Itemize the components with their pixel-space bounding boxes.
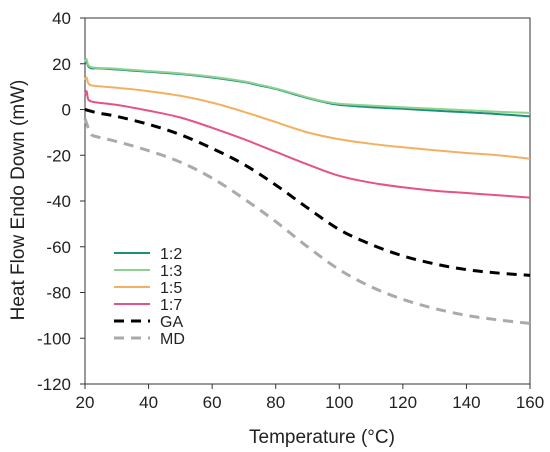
x-tick-label: 140 [452,393,480,412]
series-line-1-2 [84,60,531,118]
x-tick-label: 120 [389,393,417,412]
y-tick-label: -120 [37,375,71,394]
series-lines [83,58,531,325]
series-line-1-3 [84,58,531,114]
legend-label: 1:2 [160,246,182,263]
x-tick-label: 60 [203,393,222,412]
y-tick-label: 40 [52,9,71,28]
legend-label: GA [160,314,183,331]
x-tick-label: 80 [266,393,285,412]
y-tick-label: -20 [46,146,71,165]
y-tick-label: -60 [46,238,71,257]
series-line-md [83,118,531,325]
y-axis-title: Heat Flow Endo Down (mW) [8,80,29,321]
x-axis-title: Temperature (°C) [249,427,395,448]
y-tick-label: -100 [37,329,71,348]
series-line-1-7 [84,90,531,199]
y-tick-label: 20 [52,55,71,74]
series-line-1-5 [84,76,531,160]
legend-label: MD [160,331,185,348]
y-tick-label: 0 [62,101,71,120]
legend-label: 1:7 [160,297,182,314]
x-tick-label: 20 [76,393,95,412]
legend-label: 1:5 [160,280,182,297]
y-tick-label: -40 [46,192,71,211]
x-tick-label: 40 [139,393,158,412]
series-line-ga [84,108,531,277]
x-tick-label: 100 [325,393,353,412]
x-tick-label: 160 [516,393,544,412]
y-tick-label: -80 [46,284,71,303]
x-axis-ticks: 20 40 60 80 100 120 140 160 [76,384,544,412]
y-axis-ticks: 40 20 0 -20 -40 -60 -80 -100 -120 [37,9,85,394]
legend-label: 1:3 [160,263,182,280]
